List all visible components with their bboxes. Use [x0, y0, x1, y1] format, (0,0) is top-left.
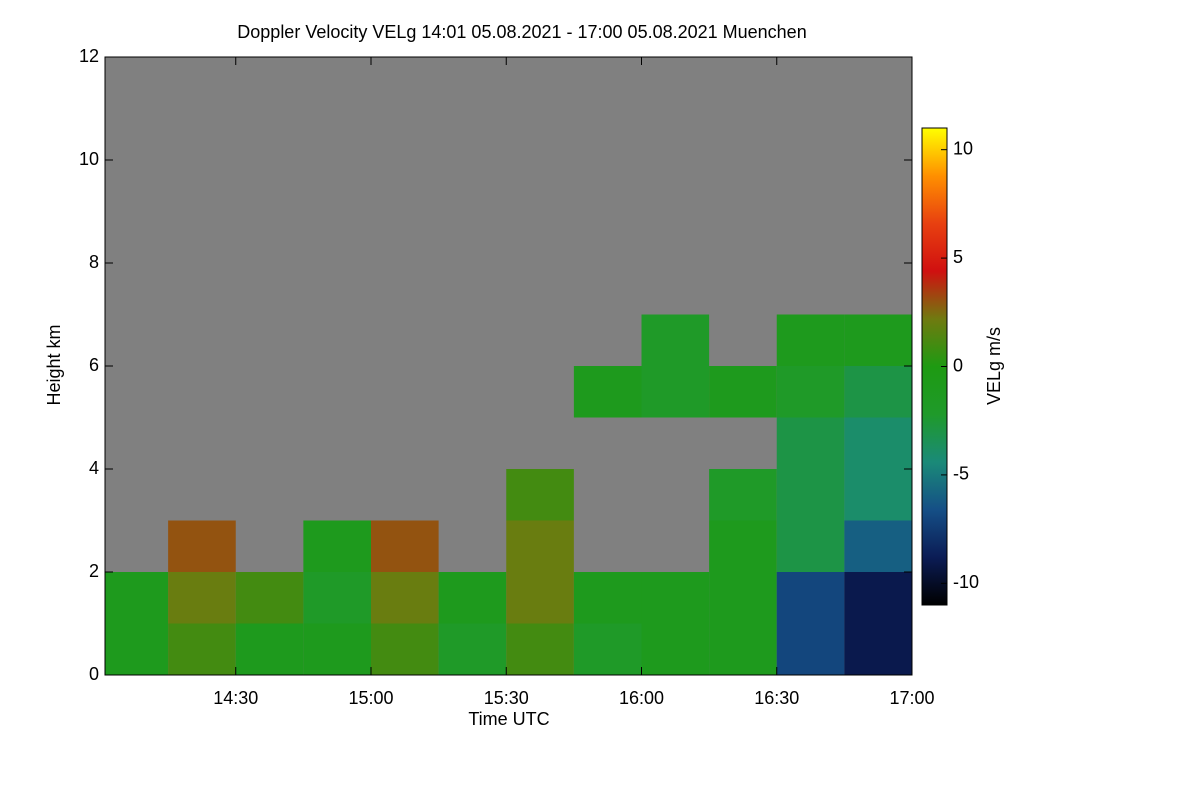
y-tick-label: 10	[79, 149, 99, 169]
heat-cell	[303, 572, 371, 624]
heat-cell	[168, 520, 236, 572]
y-tick-label: 0	[89, 664, 99, 684]
heat-cell	[303, 520, 371, 572]
heat-cell	[776, 314, 845, 366]
heat-cell	[438, 623, 507, 675]
colorbar-tick-label: 0	[953, 355, 963, 375]
heat-cell	[709, 366, 777, 418]
heat-cell	[709, 623, 777, 675]
heat-cell	[641, 314, 710, 366]
heat-cell	[709, 469, 777, 521]
heat-cell	[303, 623, 371, 675]
heat-cell	[506, 520, 574, 572]
heat-cell	[168, 572, 236, 624]
x-axis-label: Time UTC	[468, 709, 549, 729]
colorbar-tick-label: -10	[953, 572, 979, 592]
x-tick-label: 14:30	[213, 688, 258, 708]
heat-cell	[168, 623, 236, 675]
y-tick-label: 4	[89, 458, 99, 478]
heat-cell	[641, 623, 710, 675]
heat-cell	[776, 417, 845, 469]
colorbar-label: VELg m/s	[984, 327, 1004, 405]
heat-cell	[573, 366, 642, 418]
heat-cell	[709, 520, 777, 572]
heat-cell	[506, 469, 574, 521]
heat-cell	[105, 572, 169, 624]
y-tick-label: 2	[89, 561, 99, 581]
heat-cell	[573, 623, 642, 675]
heat-cell	[844, 366, 912, 418]
y-tick-label: 8	[89, 252, 99, 272]
heat-cell	[641, 366, 710, 418]
heat-cell	[844, 520, 912, 572]
heat-cell	[438, 572, 507, 624]
y-axis-label: Height km	[44, 324, 64, 405]
heat-cell	[370, 520, 439, 572]
heat-cell	[235, 572, 304, 624]
heat-cell	[844, 623, 912, 675]
heat-cell	[506, 572, 574, 624]
heat-cell	[844, 572, 912, 624]
x-tick-label: 15:30	[484, 688, 529, 708]
heat-cell	[573, 572, 642, 624]
heat-cell	[844, 417, 912, 469]
x-tick-label: 17:00	[889, 688, 934, 708]
heat-cell	[641, 572, 710, 624]
heat-cell	[235, 623, 304, 675]
heat-cell	[370, 623, 439, 675]
heat-cell	[709, 572, 777, 624]
x-tick-label: 16:30	[754, 688, 799, 708]
heat-cell	[105, 623, 169, 675]
heat-cell	[776, 520, 845, 572]
y-tick-label: 12	[79, 46, 99, 66]
heat-cell	[844, 314, 912, 366]
heat-cell	[844, 469, 912, 521]
heat-cell	[776, 623, 845, 675]
heat-cell	[370, 572, 439, 624]
colorbar-tick-label: 10	[953, 138, 973, 158]
colorbar-tick-label: -5	[953, 464, 969, 484]
colorbar-tick-label: 5	[953, 247, 963, 267]
x-tick-label: 16:00	[619, 688, 664, 708]
heat-cell	[776, 469, 845, 521]
heat-cell	[506, 623, 574, 675]
heat-cell	[776, 572, 845, 624]
heat-cell	[776, 366, 845, 418]
chart-title: Doppler Velocity VELg 14:01 05.08.2021 -…	[237, 22, 806, 42]
x-tick-label: 15:00	[348, 688, 393, 708]
y-tick-label: 6	[89, 355, 99, 375]
